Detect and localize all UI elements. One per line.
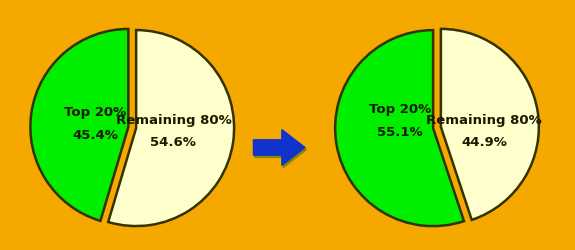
Text: 54.6%: 54.6%: [151, 136, 196, 149]
Text: 45.4%: 45.4%: [72, 129, 118, 142]
Wedge shape: [335, 30, 464, 226]
FancyArrow shape: [254, 130, 305, 166]
Text: Top 20%: Top 20%: [369, 103, 431, 116]
Text: Top 20%: Top 20%: [64, 106, 126, 119]
Wedge shape: [441, 29, 539, 220]
Text: 55.1%: 55.1%: [377, 126, 423, 139]
Text: Remaining 80%: Remaining 80%: [426, 114, 542, 127]
FancyArrow shape: [255, 132, 306, 168]
Text: 44.9%: 44.9%: [461, 136, 507, 149]
Wedge shape: [108, 30, 234, 226]
Text: Distribution of Income 1979: Distribution of Income 1979: [10, 0, 249, 2]
Wedge shape: [30, 29, 128, 221]
Text: Distribution of Income 2005: Distribution of Income 2005: [302, 0, 542, 2]
Text: Remaining 80%: Remaining 80%: [116, 114, 231, 127]
